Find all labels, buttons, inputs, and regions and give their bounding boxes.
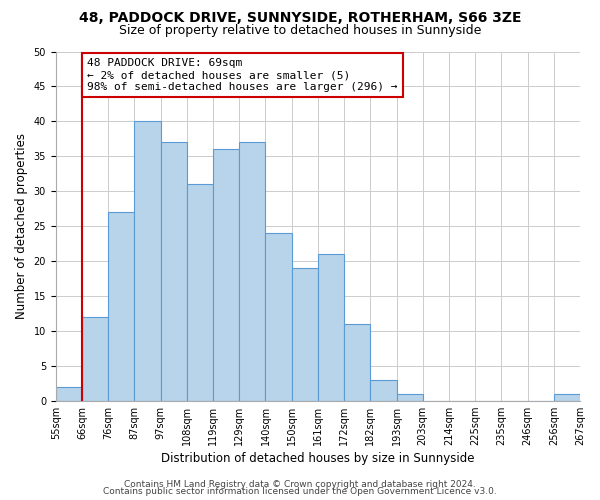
Bar bbox=[187, 184, 213, 400]
Bar bbox=[239, 142, 265, 400]
Bar bbox=[265, 233, 292, 400]
Bar bbox=[213, 150, 239, 400]
Bar bbox=[370, 380, 397, 400]
Bar bbox=[292, 268, 318, 400]
Bar bbox=[554, 394, 580, 400]
Text: Contains public sector information licensed under the Open Government Licence v3: Contains public sector information licen… bbox=[103, 487, 497, 496]
X-axis label: Distribution of detached houses by size in Sunnyside: Distribution of detached houses by size … bbox=[161, 452, 475, 465]
Bar bbox=[82, 317, 108, 400]
Y-axis label: Number of detached properties: Number of detached properties bbox=[15, 133, 28, 319]
Bar bbox=[134, 122, 161, 400]
Bar bbox=[56, 386, 82, 400]
Text: Contains HM Land Registry data © Crown copyright and database right 2024.: Contains HM Land Registry data © Crown c… bbox=[124, 480, 476, 489]
Bar bbox=[318, 254, 344, 400]
Bar bbox=[161, 142, 187, 400]
Text: 48 PADDOCK DRIVE: 69sqm
← 2% of detached houses are smaller (5)
98% of semi-deta: 48 PADDOCK DRIVE: 69sqm ← 2% of detached… bbox=[87, 58, 398, 92]
Bar bbox=[108, 212, 134, 400]
Bar bbox=[397, 394, 423, 400]
Bar bbox=[344, 324, 370, 400]
Text: 48, PADDOCK DRIVE, SUNNYSIDE, ROTHERHAM, S66 3ZE: 48, PADDOCK DRIVE, SUNNYSIDE, ROTHERHAM,… bbox=[79, 11, 521, 25]
Text: Size of property relative to detached houses in Sunnyside: Size of property relative to detached ho… bbox=[119, 24, 481, 37]
